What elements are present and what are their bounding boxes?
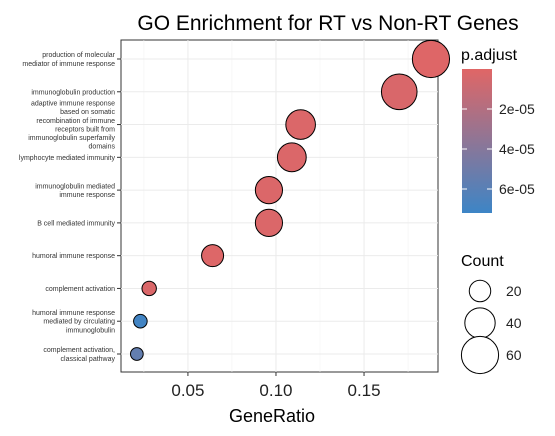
color-legend-ticks: 2e-05 4e-05 6e-05 [462, 101, 535, 197]
data-point [133, 313, 148, 329]
y-tick-label: humoral immune response mediated by circu… [32, 310, 115, 334]
x-tick-label: 0.15 [347, 381, 380, 400]
data-points [130, 39, 451, 361]
y-tick-label: B cell mediated immunity [37, 220, 115, 227]
y-tick-label: humoral immune response [32, 253, 115, 260]
y-tick-label: lymphocyte mediated immunity [19, 155, 116, 162]
data-point [276, 142, 307, 173]
data-point [141, 280, 157, 297]
y-tick-label: complement activation, classical pathway [43, 347, 115, 363]
size-legend: Count 20 40 60 [460, 253, 522, 375]
size-legend-circle [464, 307, 496, 339]
y-axis-labels: production of molecular mediator of immun… [19, 52, 121, 363]
color-legend-title: p.adjust [461, 47, 518, 64]
color-legend-label: 2e-05 [499, 101, 535, 117]
size-legend-keys: 20 40 60 [460, 279, 522, 375]
size-legend-label: 60 [506, 347, 522, 363]
y-tick-label: immunoglobulin production [31, 89, 115, 96]
y-tick-label: adaptive immune response based on somatic… [28, 101, 115, 151]
x-tick-label: 0.05 [171, 381, 204, 400]
y-tick-label: immunoglobulin mediated immune response [35, 183, 115, 199]
x-axis-ticks: 0.05 0.10 0.15 [171, 372, 381, 400]
size-legend-title: Count [461, 253, 504, 270]
data-point [130, 347, 144, 361]
size-legend-label: 20 [506, 283, 522, 299]
color-legend-gradient-bar [462, 69, 492, 213]
data-point [254, 176, 284, 205]
chart-title: GO Enrichment for RT vs Non-RT Genes [137, 12, 518, 35]
data-point [254, 208, 284, 237]
data-point [285, 109, 316, 140]
size-legend-circle [460, 335, 500, 375]
y-tick-label: complement activation [45, 286, 115, 293]
color-legend-label: 4e-05 [499, 141, 535, 157]
size-legend-circle [468, 279, 492, 303]
data-point [201, 244, 225, 268]
x-tick-label: 0.10 [259, 381, 292, 400]
data-point [380, 73, 418, 111]
data-point [411, 39, 451, 79]
y-tick-label: production of molecular mediator of immun… [22, 52, 115, 68]
x-axis-title: GeneRatio [229, 406, 315, 426]
color-legend-label: 6e-05 [499, 181, 535, 197]
color-legend: p.adjust 2e-05 4e-05 6e-05 [461, 47, 535, 213]
size-legend-label: 40 [506, 315, 522, 331]
